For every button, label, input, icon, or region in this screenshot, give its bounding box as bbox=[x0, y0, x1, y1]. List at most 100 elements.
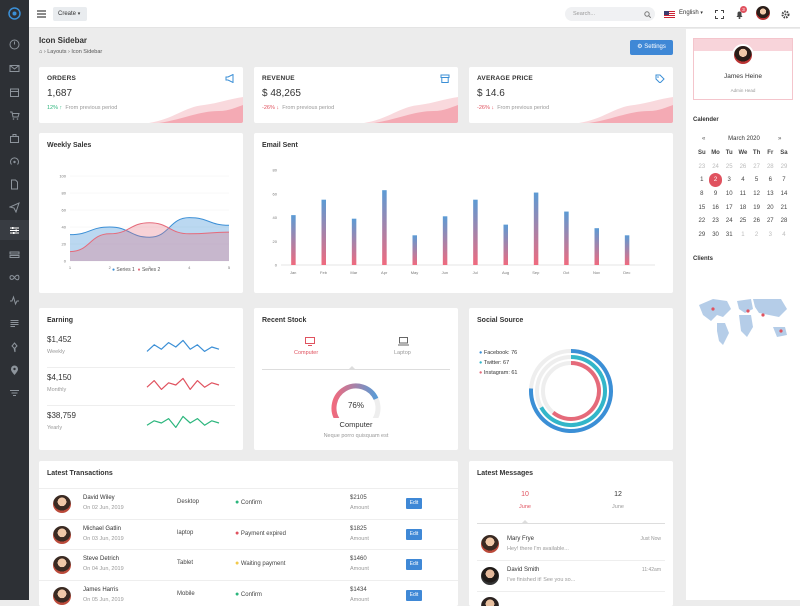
tab-laptop[interactable]: Laptop bbox=[394, 350, 411, 356]
calendar-day[interactable]: 30 bbox=[709, 228, 723, 242]
message-tab-num[interactable]: 10 bbox=[519, 491, 531, 498]
calendar-day[interactable]: 5 bbox=[750, 173, 764, 187]
message-avatar[interactable] bbox=[481, 567, 499, 585]
message-text[interactable]: I've finished it! See you so... bbox=[507, 577, 575, 583]
calendar-day[interactable]: 1 bbox=[695, 173, 709, 187]
calendar-prev-icon[interactable]: « bbox=[702, 136, 705, 142]
monitor-icon[interactable] bbox=[305, 337, 315, 346]
calendar-next-icon[interactable]: » bbox=[778, 136, 781, 142]
calendar-day[interactable]: 25 bbox=[736, 214, 750, 228]
us-flag-icon[interactable] bbox=[664, 11, 675, 18]
sliders-icon[interactable] bbox=[9, 225, 20, 236]
calendar-day[interactable]: 19 bbox=[750, 201, 764, 215]
calendar-day[interactable]: 11 bbox=[736, 187, 750, 201]
settings-button[interactable]: ⚙ Settings bbox=[630, 40, 673, 55]
message-text[interactable]: Hey! there I'm available... bbox=[507, 546, 569, 552]
message-tab-label[interactable]: June bbox=[516, 504, 534, 510]
message-avatar[interactable] bbox=[481, 597, 499, 606]
calendar-day[interactable]: 21 bbox=[777, 201, 791, 215]
calendar-day[interactable]: 24 bbox=[709, 160, 723, 174]
calendar-day[interactable]: 3 bbox=[722, 173, 736, 187]
calendar-day[interactable]: 25 bbox=[722, 160, 736, 174]
calendar-day[interactable]: 10 bbox=[722, 187, 736, 201]
breadcrumb-item-layouts[interactable]: Layouts bbox=[47, 49, 66, 55]
home-icon[interactable]: ⌂ bbox=[39, 49, 42, 55]
transaction-row[interactable]: David Wiley On 02 Jun, 2019 Desktop ● Co… bbox=[39, 488, 458, 518]
layers-icon[interactable] bbox=[9, 249, 20, 260]
search-box[interactable]: Search... bbox=[565, 7, 655, 21]
calendar-day[interactable]: 23 bbox=[695, 160, 709, 174]
calendar-day[interactable]: 4 bbox=[777, 228, 791, 242]
list-icon[interactable] bbox=[9, 318, 20, 329]
language-selector[interactable]: English ▾ bbox=[679, 10, 703, 16]
calendar-day[interactable]: 16 bbox=[709, 201, 723, 215]
arrow-down-icon: ↓ bbox=[491, 105, 494, 111]
fullscreen-icon[interactable] bbox=[715, 10, 724, 19]
menu-icon[interactable] bbox=[37, 10, 46, 18]
tab-computer[interactable]: Computer bbox=[294, 350, 318, 356]
calendar-day[interactable]: 26 bbox=[750, 214, 764, 228]
calendar-day[interactable]: 27 bbox=[763, 214, 777, 228]
transaction-row[interactable]: Steve Detrich On 04 Jun, 2019 Tablet ● W… bbox=[39, 549, 458, 579]
cart-icon[interactable] bbox=[9, 110, 20, 121]
transaction-row[interactable]: Michael Gatlin On 03 Jun, 2019 laptop ● … bbox=[39, 519, 458, 549]
calendar-day[interactable]: 29 bbox=[695, 228, 709, 242]
edit-button[interactable]: Edit bbox=[406, 559, 422, 570]
broadcast-icon[interactable] bbox=[9, 156, 20, 167]
calendar-day[interactable]: 7 bbox=[777, 173, 791, 187]
calendar-day[interactable]: 8 bbox=[695, 187, 709, 201]
infinity-icon[interactable] bbox=[9, 272, 20, 283]
calendar-day[interactable]: 4 bbox=[736, 173, 750, 187]
laptop-icon[interactable] bbox=[398, 337, 409, 346]
calendar-day[interactable]: 12 bbox=[750, 187, 764, 201]
calendar-day[interactable]: 23 bbox=[709, 214, 723, 228]
calendar-day[interactable]: 18 bbox=[736, 201, 750, 215]
message-tab-num[interactable]: 12 bbox=[612, 491, 624, 498]
file-icon[interactable] bbox=[9, 179, 20, 190]
search-input[interactable]: Search... bbox=[573, 7, 595, 21]
calendar-day[interactable]: 15 bbox=[695, 201, 709, 215]
create-button[interactable]: Create ▾ bbox=[53, 7, 87, 21]
calendar-day[interactable]: 6 bbox=[763, 173, 777, 187]
briefcase-icon[interactable] bbox=[9, 133, 20, 144]
settings-gear-icon[interactable] bbox=[781, 10, 790, 19]
dashboard-icon[interactable] bbox=[9, 39, 20, 50]
profile-avatar[interactable] bbox=[732, 44, 754, 66]
transaction-row[interactable]: James Harris On 05 Jun, 2019 Mobile ● Co… bbox=[39, 580, 458, 606]
pin-icon[interactable] bbox=[9, 342, 20, 353]
calendar-day[interactable]: 31 bbox=[722, 228, 736, 242]
calendar-day[interactable]: 13 bbox=[763, 187, 777, 201]
edit-button[interactable]: Edit bbox=[406, 529, 422, 540]
calendar-day[interactable]: 20 bbox=[763, 201, 777, 215]
calendar-icon[interactable] bbox=[9, 87, 20, 98]
calendar-day[interactable]: 9 bbox=[709, 187, 723, 201]
calendar-day[interactable]: 1 bbox=[736, 228, 750, 242]
filter-icon[interactable] bbox=[9, 388, 20, 399]
calendar-day[interactable]: 2 bbox=[709, 173, 723, 187]
message-tab-label[interactable]: June bbox=[609, 504, 627, 510]
message-avatar[interactable] bbox=[481, 535, 499, 553]
logo-icon[interactable] bbox=[8, 7, 21, 20]
send-icon[interactable] bbox=[9, 202, 20, 213]
tab-underline bbox=[477, 523, 665, 524]
calendar-day[interactable]: 24 bbox=[722, 214, 736, 228]
edit-button[interactable]: Edit bbox=[406, 498, 422, 509]
calendar-day[interactable]: 27 bbox=[750, 160, 764, 174]
calendar-day[interactable]: 28 bbox=[777, 214, 791, 228]
calendar-day[interactable]: 3 bbox=[763, 228, 777, 242]
calendar-day[interactable]: 28 bbox=[763, 160, 777, 174]
calendar-day[interactable]: 14 bbox=[777, 187, 791, 201]
calendar-day[interactable]: 2 bbox=[750, 228, 764, 242]
activity-icon[interactable] bbox=[9, 295, 20, 306]
location-icon[interactable] bbox=[9, 365, 20, 376]
user-avatar[interactable] bbox=[756, 6, 770, 20]
edit-button[interactable]: Edit bbox=[406, 590, 422, 601]
search-icon[interactable] bbox=[644, 11, 651, 18]
calendar-day[interactable]: 26 bbox=[736, 160, 750, 174]
message-sender[interactable]: Mary Frye bbox=[507, 536, 534, 542]
calendar-day[interactable]: 22 bbox=[695, 214, 709, 228]
calendar-day[interactable]: 17 bbox=[722, 201, 736, 215]
message-sender[interactable]: David Smith bbox=[507, 567, 539, 573]
calendar-day[interactable]: 29 bbox=[777, 160, 791, 174]
mail-icon[interactable] bbox=[9, 63, 20, 74]
